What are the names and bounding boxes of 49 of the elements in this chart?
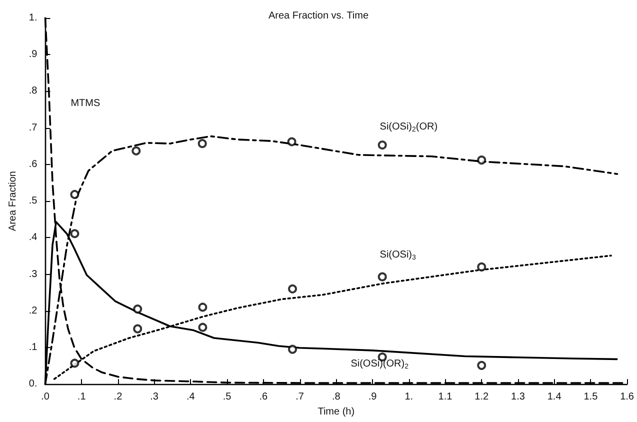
point — [132, 146, 141, 156]
point — [198, 139, 207, 148]
x-tick-label: .7 — [296, 392, 304, 403]
point — [133, 304, 142, 314]
y-tick-label: .2 — [28, 305, 38, 316]
x-tick-label: 1.6 — [620, 392, 634, 403]
chart-title: Area Fraction vs. Time — [268, 10, 369, 22]
point — [133, 324, 142, 334]
x-tick-label: .8 — [332, 392, 341, 403]
y-tick-label: 1. — [28, 12, 38, 24]
point — [378, 140, 387, 150]
x-tick-label: .0 — [41, 392, 50, 403]
point — [287, 137, 296, 146]
point — [70, 229, 80, 238]
x-axis-title: Time (h) — [318, 406, 355, 418]
point — [378, 272, 387, 282]
point — [70, 190, 80, 199]
x-tick-label: 1.3 — [511, 392, 526, 403]
x-tick-label: 1. — [404, 392, 414, 403]
x-tick-label: .6 — [259, 392, 268, 403]
y-tick-label: .6 — [28, 158, 38, 170]
x-tick-label: .4 — [186, 392, 196, 403]
y-tick-label: 0. — [28, 378, 38, 390]
text: MTMS — [70, 98, 100, 110]
point — [198, 322, 208, 332]
y-tick-label: .1 — [28, 342, 38, 353]
x-tick-label: .3 — [150, 392, 159, 403]
x-tick-label: 1.5 — [584, 392, 598, 403]
point — [477, 156, 486, 165]
y-tick-label: .9 — [28, 49, 38, 60]
point — [288, 344, 298, 354]
point — [288, 284, 298, 294]
y-tick-label: .8 — [28, 86, 38, 97]
x-tick-label: .1 — [77, 392, 86, 403]
point — [70, 358, 80, 368]
point — [198, 302, 208, 312]
y-tick-label: .4 — [28, 232, 38, 244]
x-tick-label: .9 — [368, 392, 378, 403]
x-tick-label: 1.4 — [547, 392, 562, 403]
y-tick-label: .5 — [28, 196, 38, 207]
y-axis-title: Area Fraction — [8, 171, 18, 232]
x-tick-label: .2 — [114, 392, 123, 403]
x-tick-label: .5 — [222, 392, 232, 403]
y-tick-label: .3 — [28, 268, 38, 280]
point — [477, 262, 486, 272]
y-tick-label: .7 — [28, 122, 38, 134]
x-tick-label: 1.1 — [438, 392, 453, 403]
x-tick-label: 1.2 — [474, 392, 489, 403]
point — [477, 360, 486, 370]
